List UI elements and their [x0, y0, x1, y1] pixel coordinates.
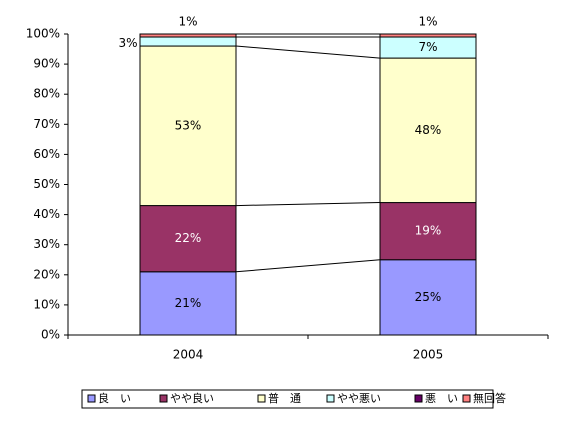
data-label: 21% [175, 296, 202, 310]
data-label: 53% [175, 118, 202, 132]
bar-segment [379, 259, 477, 336]
series-line [235, 259, 381, 273]
data-label: 19% [415, 224, 442, 238]
legend-label: 無回答 [473, 391, 506, 405]
legend-swatch [257, 394, 266, 403]
bar-segment [139, 33, 237, 38]
y-tick-label: 20% [33, 267, 60, 281]
x-tick-label: 2004 [173, 348, 204, 362]
legend-swatch [326, 394, 335, 403]
bar-segment [139, 36, 237, 47]
legend-swatch [87, 394, 96, 403]
legend-label: 普 通 [268, 391, 301, 405]
bar-segment [139, 45, 237, 207]
data-label: 25% [415, 290, 442, 304]
legend-box [81, 389, 494, 409]
y-tick-label: 80% [33, 87, 60, 101]
series-line [235, 45, 381, 59]
x-tick-label: 2005 [413, 348, 444, 362]
legend-swatch [462, 394, 471, 403]
legend-label: 良 い [98, 391, 131, 405]
data-label: 22% [175, 231, 202, 245]
y-tick-label: 90% [33, 57, 60, 71]
series-line [235, 202, 381, 207]
bar-segment [379, 202, 477, 261]
data-label: 48% [415, 123, 442, 137]
bar-segment [139, 205, 237, 273]
y-tick-label: 100% [26, 27, 60, 41]
y-tick-label: 40% [33, 207, 60, 221]
legend-label: 悪 い [425, 392, 458, 405]
legend-label: やや良い [170, 391, 214, 405]
legend-label: やや悪い [337, 392, 381, 405]
y-tick-label: 50% [33, 177, 60, 191]
y-tick-label: 70% [33, 117, 60, 131]
bar-segment [379, 33, 477, 38]
y-tick-label: 10% [33, 297, 60, 311]
data-label: 1% [178, 15, 197, 29]
y-tick-label: 60% [33, 147, 60, 161]
legend-swatch [414, 394, 423, 403]
bar-segment [379, 57, 477, 204]
legend-swatch [159, 394, 168, 403]
y-tick-label: 0% [41, 328, 60, 342]
data-label: 1% [418, 15, 437, 29]
data-label: 3% [118, 36, 137, 50]
y-tick-label: 30% [33, 237, 60, 251]
data-label: 7% [418, 40, 437, 54]
